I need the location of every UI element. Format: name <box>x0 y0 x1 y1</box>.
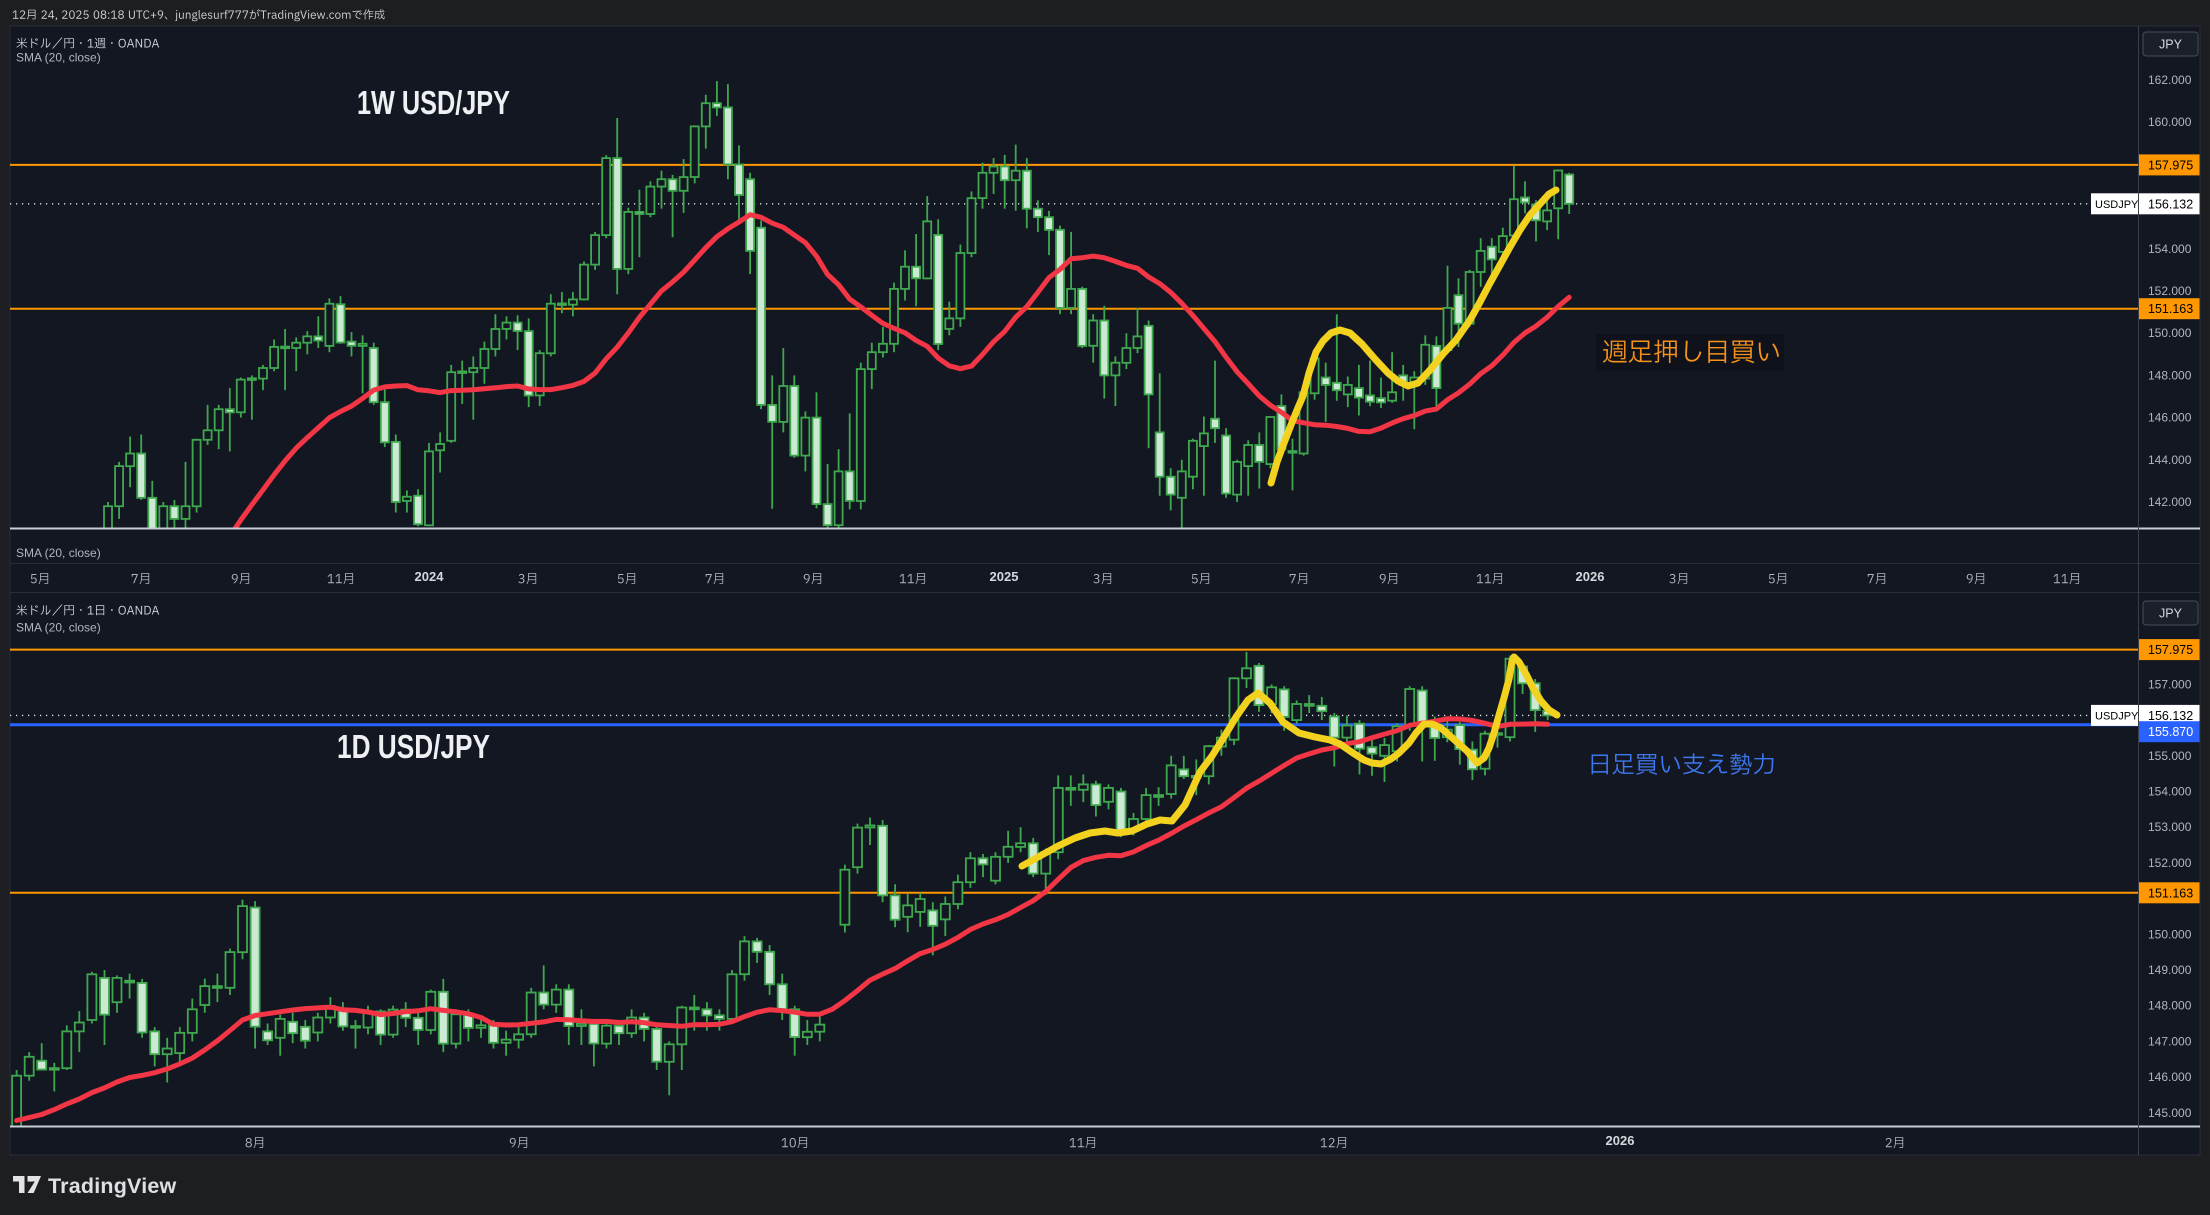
svg-text:148.000: 148.000 <box>2148 999 2192 1013</box>
svg-text:1D USD/JPY: 1D USD/JPY <box>337 728 490 765</box>
svg-text:157.000: 157.000 <box>2148 677 2192 691</box>
svg-text:2026: 2026 <box>1606 1133 1635 1148</box>
svg-text:160.000: 160.000 <box>2148 115 2192 129</box>
svg-text:2024: 2024 <box>415 569 445 584</box>
svg-text:151.163: 151.163 <box>2148 886 2193 900</box>
svg-text:145.000: 145.000 <box>2148 1106 2192 1120</box>
svg-text:146.000: 146.000 <box>2148 1070 2192 1084</box>
svg-text:156.132: 156.132 <box>2148 709 2193 723</box>
svg-text:146.000: 146.000 <box>2148 411 2192 425</box>
svg-text:USDJPY: USDJPY <box>2095 710 2139 722</box>
svg-text:152.000: 152.000 <box>2148 284 2192 298</box>
svg-text:152.000: 152.000 <box>2148 856 2192 870</box>
svg-text:144.000: 144.000 <box>2148 453 2192 467</box>
svg-text:SMA (20, close): SMA (20, close) <box>16 51 101 65</box>
svg-text:TradingView: TradingView <box>48 1174 177 1198</box>
svg-text:153.000: 153.000 <box>2148 820 2192 834</box>
svg-text:USDJPY: USDJPY <box>2095 199 2139 211</box>
svg-text:1W USD/JPY: 1W USD/JPY <box>357 84 510 121</box>
svg-text:JPY: JPY <box>2159 38 2183 52</box>
svg-text:142.000: 142.000 <box>2148 495 2192 509</box>
svg-text:150.000: 150.000 <box>2148 326 2192 340</box>
svg-text:151.163: 151.163 <box>2148 302 2193 316</box>
svg-text:155.000: 155.000 <box>2148 749 2192 763</box>
svg-text:148.000: 148.000 <box>2148 368 2192 382</box>
svg-text:2025: 2025 <box>990 569 1019 584</box>
svg-text:154.000: 154.000 <box>2148 242 2192 256</box>
svg-text:157.975: 157.975 <box>2148 158 2193 172</box>
svg-text:150.000: 150.000 <box>2148 927 2192 941</box>
svg-text:2026: 2026 <box>1576 569 1605 584</box>
svg-text:156.132: 156.132 <box>2148 197 2193 211</box>
svg-text:SMA (20, close): SMA (20, close) <box>16 546 101 560</box>
svg-text:162.000: 162.000 <box>2148 73 2192 87</box>
svg-text:147.000: 147.000 <box>2148 1034 2192 1048</box>
svg-text:JPY: JPY <box>2159 607 2183 621</box>
svg-text:157.975: 157.975 <box>2148 643 2193 657</box>
svg-text:SMA (20, close): SMA (20, close) <box>16 621 101 635</box>
svg-text:149.000: 149.000 <box>2148 963 2192 977</box>
svg-text:155.870: 155.870 <box>2148 725 2193 739</box>
svg-text:154.000: 154.000 <box>2148 785 2192 799</box>
